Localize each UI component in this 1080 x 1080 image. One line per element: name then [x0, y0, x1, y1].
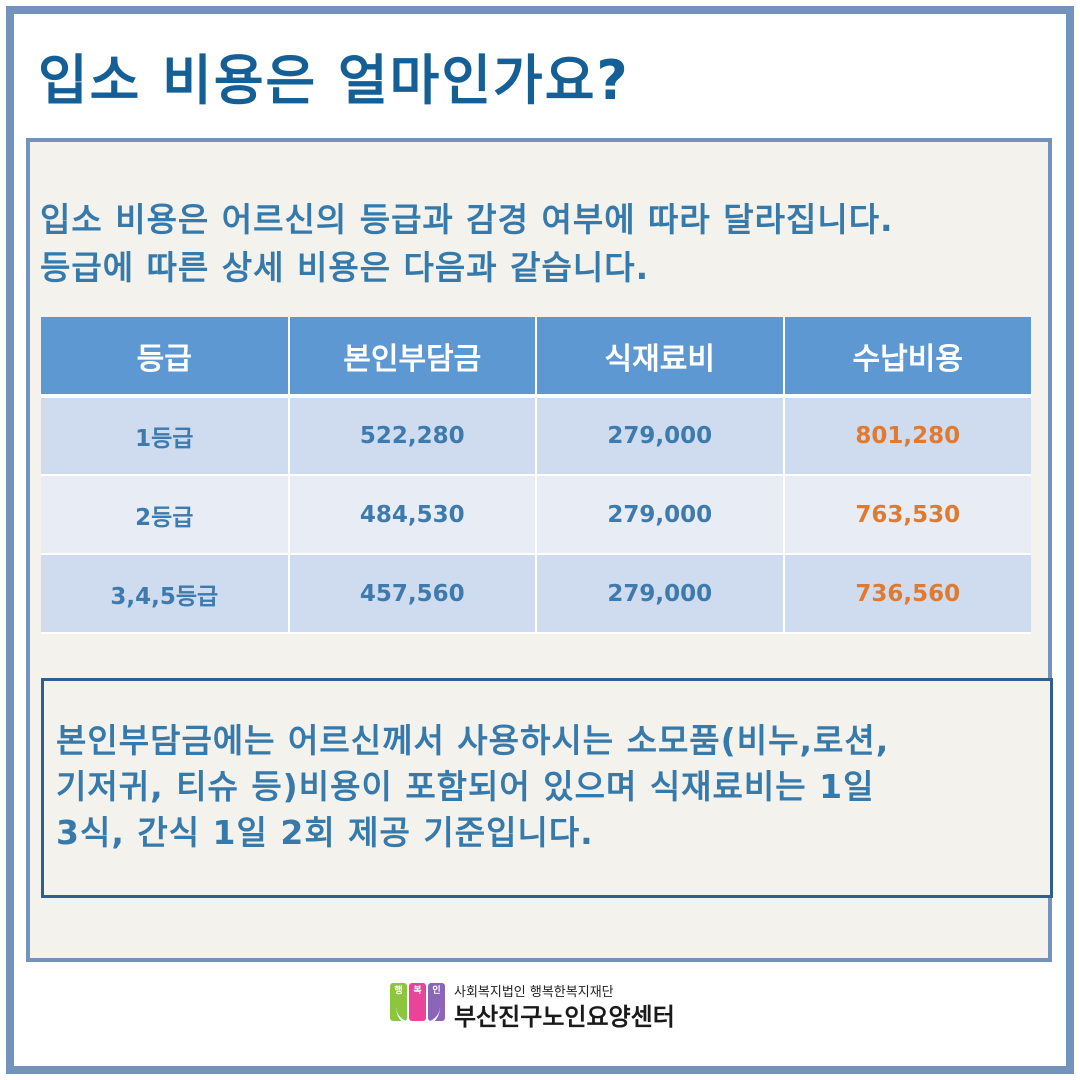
cell-food-cost: 279,000 — [536, 475, 785, 554]
page-title: 입소 비용은 얼마인가요? — [38, 49, 630, 112]
header-food-cost: 식재료비 — [536, 317, 785, 398]
note-box — [41, 678, 1053, 898]
intro-line-2: 등급에 따른 상세 비용은 다음과 같습니다. — [40, 248, 650, 287]
header-total: 수납비용 — [783, 317, 1031, 398]
cell-copay: 522,280 — [288, 396, 537, 475]
cell-grade: 3,4,5등급 — [41, 554, 290, 633]
cost-table: 등급 본인부담금 식재료비 수납비용 1등급 522,280 279,000 8… — [41, 317, 1031, 634]
cell-total: 801,280 — [855, 423, 961, 449]
cell-total: 736,560 — [855, 580, 961, 607]
org-name: 부산진구노인요양센터 — [454, 1003, 675, 1031]
table-row: 1등급 522,280 279,000 801,280 — [41, 396, 1031, 475]
cell-copay: 484,530 — [288, 475, 537, 554]
cell-grade: 2등급 — [41, 475, 290, 554]
table-row: 2등급 484,530 279,000 763,530 — [41, 475, 1031, 554]
note-line-2: 기저귀, 티슈 등)비용이 포함되어 있으며 식재료비는 1일 — [56, 767, 875, 806]
cell-food-cost: 279,000 — [536, 554, 785, 633]
org-subtitle: 사회복지법인 행복한복지재단 — [454, 985, 614, 1000]
cell-total: 763,530 — [855, 501, 961, 528]
cell-food-cost: 279,000 — [536, 396, 785, 475]
note-text: 본인부담금에는 어르신께서 사용하시는 소모품(비누,로션, 기저귀, 티슈 등… — [56, 718, 1046, 856]
table-header-row: 등급 본인부담금 식재료비 수납비용 — [41, 317, 1031, 398]
footer-text: 사회복지법인 행복한복지재단 부산진구노인요양센터 — [454, 984, 675, 1032]
cell-copay: 457,560 — [288, 554, 537, 633]
note-line-1: 본인부담금에는 어르신께서 사용하시는 소모품(비누,로션, — [56, 721, 890, 760]
header-copay: 본인부담금 — [288, 317, 537, 398]
intro-text: 입소 비용은 어르신의 등급과 감경 여부에 따라 달라집니다. 등급에 따른 … — [40, 196, 1050, 292]
logo-smile-icon — [396, 1007, 440, 1029]
table-row: 3,4,5등급 457,560 279,000 736,560 — [41, 554, 1031, 633]
footer-org: 행 복 인 사회복지법인 행복한복지재단 부산진구노인요양센터 — [390, 980, 675, 1036]
cell-grade: 1등급 — [41, 396, 290, 475]
header-grade: 등급 — [41, 317, 290, 398]
org-logo-icon: 행 복 인 — [390, 983, 446, 1033]
note-line-3: 3식, 간식 1일 2회 제공 기준입니다. — [56, 813, 594, 852]
intro-line-1: 입소 비용은 어르신의 등급과 감경 여부에 따라 달라집니다. — [40, 200, 894, 239]
